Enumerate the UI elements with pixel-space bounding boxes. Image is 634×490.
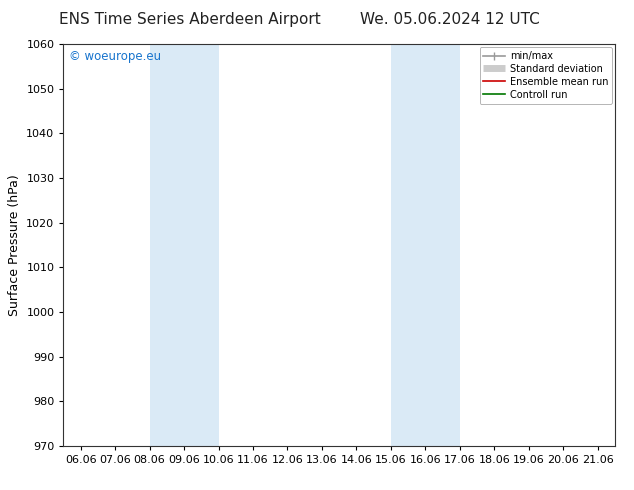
Text: We. 05.06.2024 12 UTC: We. 05.06.2024 12 UTC xyxy=(360,12,540,27)
Bar xyxy=(150,44,219,446)
Bar xyxy=(391,44,460,446)
Legend: min/max, Standard deviation, Ensemble mean run, Controll run: min/max, Standard deviation, Ensemble me… xyxy=(479,47,612,103)
Text: ENS Time Series Aberdeen Airport: ENS Time Series Aberdeen Airport xyxy=(60,12,321,27)
Y-axis label: Surface Pressure (hPa): Surface Pressure (hPa) xyxy=(8,174,21,316)
Text: © woeurope.eu: © woeurope.eu xyxy=(69,50,161,63)
